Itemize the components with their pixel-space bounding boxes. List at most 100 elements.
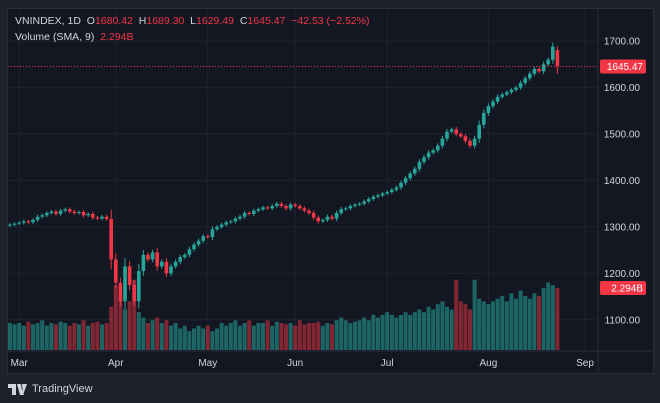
candle-body xyxy=(532,68,537,74)
volume-bar xyxy=(215,328,219,350)
volume-bar xyxy=(256,323,261,350)
change-value: −42.53 (−2.52%) xyxy=(291,15,370,27)
volume-bar xyxy=(403,312,408,350)
volume-bar xyxy=(247,320,252,350)
candle-body xyxy=(440,138,445,146)
volume-bar xyxy=(431,309,436,350)
candle-body xyxy=(238,216,242,219)
candle-body xyxy=(390,189,394,193)
candle-body xyxy=(114,259,118,283)
volume-bar xyxy=(100,324,104,350)
candle-body xyxy=(362,201,366,204)
candle-body xyxy=(311,212,316,218)
volume-bar xyxy=(164,320,169,350)
volume-bar xyxy=(44,325,49,350)
candle-body xyxy=(348,206,353,209)
volume-bar xyxy=(518,290,523,350)
volume-bar xyxy=(187,331,192,350)
volume-bar xyxy=(343,320,348,350)
candle-body xyxy=(413,168,417,174)
candle-body xyxy=(537,68,541,72)
volume-bar xyxy=(284,324,288,350)
volume-bar xyxy=(458,301,463,350)
candle-body xyxy=(219,224,224,227)
volume-bar xyxy=(72,323,77,350)
candle-body xyxy=(132,284,136,302)
y-tick-label: 1700.00 xyxy=(604,37,641,48)
candle-body xyxy=(551,46,555,60)
last-price-label: 1645.47 xyxy=(607,62,644,73)
volume-bar xyxy=(417,309,422,350)
volume-bar xyxy=(330,324,334,350)
candle-body xyxy=(509,89,514,93)
volume-bar xyxy=(196,325,201,350)
volume-label: Volume (SMA, 9) xyxy=(15,31,95,43)
candle-body xyxy=(160,261,164,267)
volume-bar xyxy=(468,309,472,350)
volume-bar xyxy=(389,314,394,350)
candle-body xyxy=(279,203,284,207)
volume-bar xyxy=(463,304,468,350)
candle-body xyxy=(81,212,86,216)
volume-bar xyxy=(123,309,127,350)
volume-bar xyxy=(504,301,509,350)
volume-bar xyxy=(445,306,449,350)
volume-bar xyxy=(136,312,141,350)
volume-bar xyxy=(192,328,196,350)
candle-body xyxy=(40,215,44,217)
candle-body xyxy=(17,222,21,224)
volume-bar xyxy=(150,320,155,350)
x-tick-label: Mar xyxy=(11,358,29,369)
volume-bar xyxy=(302,324,307,350)
candle-body xyxy=(334,212,339,219)
volume-bar xyxy=(109,306,114,350)
volume-bar xyxy=(555,288,560,350)
volume-bar xyxy=(127,301,132,350)
candle-body xyxy=(380,193,385,196)
candle-body xyxy=(436,145,440,151)
last-volume-label: 2.294B xyxy=(611,284,643,295)
candle-body xyxy=(164,261,169,274)
y-tick-label: 1400.00 xyxy=(604,176,641,187)
candle-body xyxy=(201,236,205,241)
candle-body xyxy=(26,221,31,223)
candle-body xyxy=(155,252,159,267)
volume-bar xyxy=(399,314,403,350)
volume-bar xyxy=(8,323,12,350)
candle-body xyxy=(321,219,325,222)
candle-body xyxy=(196,240,201,245)
x-tick-label: Apr xyxy=(108,358,124,369)
candle-body xyxy=(422,157,426,162)
candle-body xyxy=(371,196,376,200)
candle-body xyxy=(45,212,49,216)
volume-bar xyxy=(159,323,164,350)
candle-body xyxy=(109,219,113,260)
volume-bar xyxy=(219,323,224,350)
candle-body xyxy=(505,92,509,95)
volume-bar xyxy=(35,323,40,350)
candle-body xyxy=(247,212,251,214)
candle-body xyxy=(541,64,546,72)
x-tick-label: Jun xyxy=(287,358,303,369)
tradingview-logo[interactable]: TradingView xyxy=(8,383,93,395)
candle-body xyxy=(288,204,293,209)
candle-body xyxy=(137,271,141,302)
volume-bar xyxy=(40,320,45,350)
ohlc-legend: VNINDEX, 1D O1680.42 H1689.30 L1629.49 C… xyxy=(15,15,369,27)
close-label: C xyxy=(239,15,248,27)
volume-bar xyxy=(279,323,284,350)
candle-body xyxy=(150,252,155,260)
candle-body xyxy=(431,150,435,153)
volume-bar xyxy=(449,309,454,350)
volume-bar xyxy=(86,325,91,350)
candle-body xyxy=(385,192,389,194)
volume-bar xyxy=(500,296,505,350)
candle-body xyxy=(54,211,58,214)
open-value: 1680.42 xyxy=(94,15,133,27)
volume-bar xyxy=(435,304,440,350)
volume-bar xyxy=(90,323,95,350)
candle-body xyxy=(86,213,90,216)
candle-body xyxy=(100,216,104,219)
volume-bar xyxy=(63,323,68,350)
